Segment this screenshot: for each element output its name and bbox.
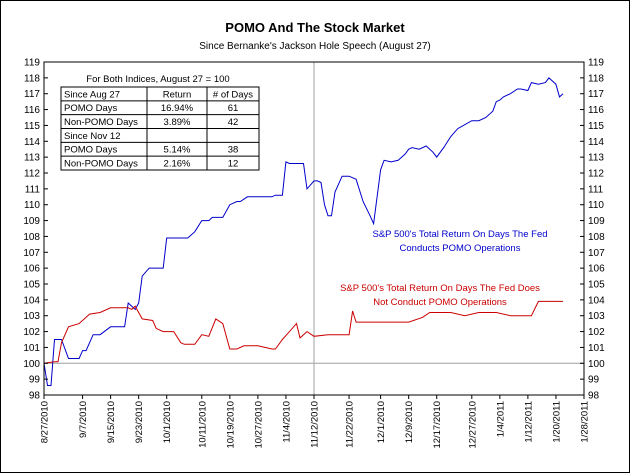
pomo-annotation-line1: S&P 500's Total Return On Days The Fed	[372, 229, 547, 240]
chart-title: POMO And The Stock Market	[225, 20, 405, 35]
x-tick-label: 1/28/2011	[580, 401, 591, 443]
y-tick-label-right: 112	[588, 169, 604, 180]
y-tick-label-right: 104	[588, 295, 605, 306]
y-tick-label-left: 113	[24, 153, 40, 164]
table-cell: 42	[228, 117, 239, 128]
table-cell: 16.94%	[161, 103, 194, 114]
y-tick-label-right: 101	[588, 343, 605, 354]
y-tick-label-right: 109	[588, 216, 605, 227]
series-line-pomo	[43, 77, 564, 386]
table-grid	[61, 87, 259, 170]
y-tick-label-left: 103	[23, 311, 40, 322]
y-tick-label-left: 115	[24, 121, 40, 132]
y-tick-label-right: 105	[588, 280, 605, 291]
non-pomo-annotation-line2: Not Conduct POMO Operations	[373, 297, 507, 308]
y-tick-label-right: 113	[588, 153, 604, 164]
y-tick-label-right: 107	[588, 248, 605, 259]
y-tick-label-right: 110	[588, 200, 604, 211]
x-tick-label: 10/19/2010	[225, 401, 236, 449]
table-cell: 12	[228, 159, 239, 170]
chart-subtitle: Since Bernanke's Jackson Hole Speech (Au…	[199, 41, 430, 52]
y-tick-label-left: 101	[23, 343, 40, 354]
y-tick-label-left: 119	[24, 58, 40, 69]
y-tick-label-left: 118	[24, 73, 40, 84]
y-tick-label-right: 106	[588, 264, 605, 275]
series-layer	[43, 77, 564, 386]
y-tick-label-right: 98	[588, 391, 600, 402]
y-tick-label-right: 100	[588, 359, 605, 370]
x-tick-label: 11/22/2010	[345, 401, 356, 448]
grid-layer	[44, 62, 584, 395]
y-tick-label-right: 108	[588, 232, 605, 243]
y-tick-label-left: 105	[23, 280, 40, 291]
y-tick-label-left: 112	[24, 169, 40, 180]
y-tick-label-right: 111	[588, 184, 604, 195]
y-tick-label-right: 103	[588, 311, 605, 322]
x-tick-label: 12/1/2010	[376, 401, 387, 443]
x-tick-label: 1/20/2011	[551, 401, 562, 443]
y-tick-label-left: 104	[23, 295, 40, 306]
x-tick-label: 11/12/2010	[310, 401, 321, 448]
x-tick-label: 1/12/2011	[523, 401, 534, 443]
summary-table: For Both Indices, August 27 = 100 Since …	[60, 74, 260, 171]
y-tick-label-right: 118	[588, 73, 604, 84]
table-cell: POMO Days	[64, 103, 118, 114]
y-tick-label-left: 108	[23, 232, 40, 243]
x-tick-label: 9/7/2010	[78, 401, 89, 438]
x-tick-label: 11/4/2010	[281, 401, 292, 443]
x-tick-label: 10/11/2010	[197, 401, 208, 448]
x-tick-label: 10/27/2010	[253, 401, 264, 449]
y-tick-label-left: 116	[24, 105, 40, 116]
y-tick-label-left: 102	[23, 327, 40, 338]
y-tick-label-left: 99	[29, 375, 41, 386]
x-tick-label: 9/23/2010	[134, 401, 145, 443]
x-tick-label: 9/15/2010	[106, 401, 117, 443]
table-cell: Non-POMO Days	[64, 117, 138, 128]
y-tick-label-right: 116	[588, 105, 604, 116]
y-tick-label-right: 114	[588, 137, 604, 148]
x-tick-label: 12/17/2010	[432, 401, 443, 449]
y-tick-label-left: 109	[23, 216, 40, 227]
y-tick-label-left: 100	[23, 359, 40, 370]
y-tick-label-left: 98	[29, 391, 41, 402]
x-tick-label: 8/27/2010	[40, 401, 51, 443]
non-pomo-annotation-line1: S&P 500's Total Return On Days The Fed D…	[340, 283, 540, 294]
y-tick-label-left: 107	[23, 248, 40, 259]
y-tick-label-left: 106	[23, 264, 40, 275]
table-cell: 38	[228, 145, 239, 156]
x-tick-label: 12/9/2010	[404, 401, 415, 443]
table-cell: 5.14%	[164, 145, 191, 156]
y-tick-label-right: 102	[588, 327, 605, 338]
table-cell: # of Days	[213, 89, 253, 100]
x-tick-label: 12/27/2010	[467, 401, 478, 449]
table-cell: 2.16%	[164, 159, 191, 170]
series-line-non-pomo	[43, 300, 563, 364]
y-tick-label-right: 117	[588, 89, 604, 100]
y-tick-label-left: 117	[24, 89, 40, 100]
x-tick-label: 10/1/2010	[162, 401, 173, 443]
table-header: For Both Indices, August 27 = 100	[86, 74, 229, 85]
y-tick-label-right: 99	[588, 375, 600, 386]
y-tick-label-left: 114	[24, 137, 40, 148]
pomo-annotation-line2: Conducts POMO Operations	[400, 243, 521, 254]
table-cell: POMO Days	[64, 145, 118, 156]
table-cell: Non-POMO Days	[64, 159, 138, 170]
y-tick-label-right: 119	[588, 58, 604, 69]
x-tick-label: 1/4/2011	[495, 401, 506, 437]
y-tick-label-left: 110	[24, 200, 40, 211]
table-cell: Since Nov 12	[64, 131, 121, 142]
y-tick-label-left: 111	[25, 184, 41, 195]
table-cells: Since Aug 27 Return # of Days POMO Days 16.9…	[64, 89, 253, 169]
table-cell: 3.89%	[164, 117, 191, 128]
y-tick-label-right: 115	[588, 121, 604, 132]
table-cell: Since Aug 27	[64, 89, 120, 100]
table-cell: 61	[228, 103, 239, 114]
table-cell: Return	[163, 89, 192, 100]
axis-layer: 98 98 99 99 100 100 101 101 102 102 103 103 104 104 10…	[23, 58, 605, 449]
